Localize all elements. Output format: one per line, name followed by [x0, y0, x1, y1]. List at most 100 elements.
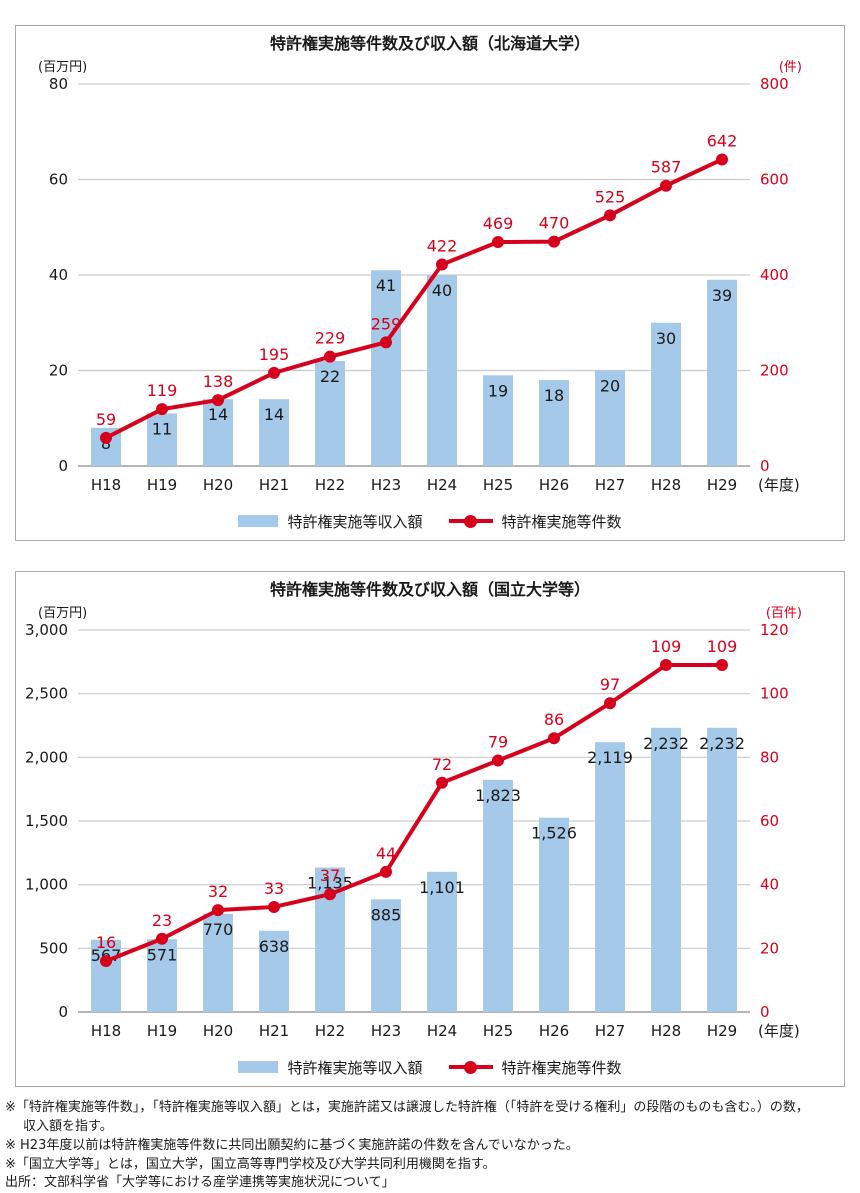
right-axis-tick: 600: [760, 171, 789, 189]
line-value-label: 469: [483, 214, 514, 233]
bar-H26: [539, 380, 569, 466]
line-point-H22: [324, 888, 336, 901]
line-value-label: 59: [96, 410, 116, 429]
line-point-H24: [436, 258, 448, 271]
bar-H23: [371, 270, 401, 466]
line-point-H18: [100, 431, 112, 444]
right-axis-tick: 20: [760, 939, 779, 957]
x-axis-labels: H18 H19 H20 H21 H22 H23 H24 H25 H26 H27 H28 H29 (年度): [91, 1022, 800, 1040]
x-axis-label: H19: [147, 476, 177, 494]
x-axis-label: H21: [259, 476, 289, 494]
axis-units-row: (百万円) (件): [16, 56, 844, 75]
bar-value-label: 11: [152, 419, 172, 438]
x-axis-label: H20: [203, 1022, 233, 1040]
line-point-H21: [268, 900, 280, 913]
x-axis-label: H22: [315, 1022, 345, 1040]
footnote-h23: ※ H23年度以前は特許権実施等件数に共同出願契約に基づく実施許諾の件数を含んで…: [5, 1137, 579, 1153]
bar-H21: [259, 399, 289, 466]
footnote-national-universities: ※「国立大学等」とは，国立大学，国立高等専門学校及び大学共同利用機関を指す。: [5, 1156, 496, 1172]
line-series: [105, 157, 723, 440]
chart-title: 特許権実施等件数及び収入額（国立大学等）: [269, 580, 590, 599]
bar-H27: [595, 370, 625, 466]
line-value-labels: 59 119 138 195 229 259 422 469 470 525 587 642: [96, 131, 737, 428]
x-axis-suffix: (年度): [758, 476, 800, 494]
chart-legend: 特許権実施等収入額 特許権実施等件数: [16, 1052, 844, 1086]
line-value-label: 86: [544, 710, 564, 729]
chart-panel-national-universities: 特許権実施等件数及び収入額（国立大学等） (百万円) (百件) 0 500 1,00…: [15, 571, 845, 1087]
line-point-H29: [716, 659, 728, 672]
left-axis-tick: 1,000: [25, 876, 68, 894]
line-value-label: 33: [264, 879, 284, 898]
line-series: [105, 663, 722, 963]
gridlines: 0 500 1,000 1,500 2,000 2,500 3,000 0 20 40 60 80 10…: [25, 621, 789, 1021]
left-axis-tick: 3,000: [25, 621, 68, 639]
line-point-H26: [548, 732, 560, 745]
x-axis-label: H18: [91, 1022, 121, 1040]
right-axis-tick: 40: [760, 876, 779, 894]
left-axis-tick: 60: [49, 171, 68, 189]
legend-bar-label: 特許権実施等収入額: [287, 512, 423, 531]
left-axis-tick: 0: [58, 1003, 68, 1021]
legend-bar-label: 特許権実施等収入額: [287, 1058, 423, 1077]
bar-H20: [203, 399, 233, 466]
bar-value-label: 770: [203, 920, 234, 939]
bar-value-label: 40: [432, 281, 452, 300]
x-axis-label: H24: [427, 1022, 457, 1040]
bar-value-label: 2,119: [587, 748, 633, 767]
left-axis-tick: 1,500: [25, 812, 68, 830]
line-point-H19: [156, 403, 168, 416]
bar-value-labels: 81114142241401918203039: [101, 276, 732, 453]
legend-line-dot-icon: [464, 514, 477, 528]
source-line: 出所：文部科学省「大学等における産学連携等実施状況について」: [5, 1175, 395, 1191]
right-axis-tick: 100: [760, 685, 789, 703]
bar-H29: [707, 279, 737, 466]
line-point-H20: [212, 904, 224, 917]
x-axis-label: H27: [595, 476, 625, 494]
right-axis-tick: 0: [760, 1003, 770, 1021]
bar-value-label: 20: [600, 377, 620, 396]
x-axis-label: H20: [203, 476, 233, 494]
axis-units-row: (百万円) (百件): [16, 602, 844, 621]
chart-legend: 特許権実施等収入額 特許権実施等件数: [16, 506, 844, 540]
x-axis-label: H23: [371, 1022, 401, 1040]
bar-value-label: 1,101: [419, 878, 465, 897]
bar-value-label: 14: [264, 405, 284, 424]
line-point-H18: [100, 955, 112, 968]
line-value-label: 259: [371, 314, 402, 333]
right-axis-tick: 120: [760, 621, 789, 639]
bar-value-label: 885: [371, 905, 402, 924]
line-value-label: 23: [152, 911, 172, 930]
bar-value-labels: 5675717706381,1358851,1011,8231,5262,119…: [91, 734, 745, 965]
line-point-H23: [380, 336, 392, 349]
x-axis-label: H24: [427, 476, 457, 494]
bar-value-label: 1,823: [475, 786, 521, 805]
left-axis-tick: 80: [49, 75, 68, 93]
bar-value-label: 2,232: [643, 734, 689, 753]
x-axis-label: H25: [483, 476, 513, 494]
line-point-H28: [660, 659, 672, 672]
line-points: [100, 153, 728, 444]
bar-H20: [203, 913, 233, 1012]
combo-chart-hokkaido: 0204060800200400600800811141422414019182…: [49, 75, 800, 494]
bar-value-label: 571: [147, 945, 178, 964]
right-axis-unit-label: (百件): [765, 605, 802, 621]
bar-H24: [427, 275, 457, 466]
legend-line-label: 特許権実施等件数: [501, 1058, 622, 1077]
x-axis-label: H26: [539, 1022, 569, 1040]
line-value-label: 587: [651, 158, 682, 177]
footnote-definition-line2: 収入額を指す。: [23, 1118, 113, 1134]
line-value-label: 79: [488, 733, 508, 752]
line-points: [100, 659, 728, 968]
x-axis-label: H22: [315, 476, 345, 494]
combo-chart-national: 0 500 1,000 1,500 2,000 2,500 3,000 0 20 40 60 80 10…: [25, 621, 800, 1040]
bar-H27: [595, 742, 625, 1012]
bar-value-label: 1,526: [531, 824, 577, 843]
x-axis-label: H28: [651, 476, 681, 494]
line-value-label: 195: [259, 345, 290, 364]
right-axis-tick: 0: [760, 457, 770, 475]
right-axis-tick: 60: [760, 812, 779, 830]
bar-H19: [147, 939, 177, 1012]
line-point-H22: [324, 350, 336, 363]
chart-panel-hokkaido-university: 特許権実施等件数及び収入額（北海道大学） (百万円) (件) 0 20 40 60 80…: [15, 25, 845, 541]
line-point-H29: [716, 153, 728, 166]
